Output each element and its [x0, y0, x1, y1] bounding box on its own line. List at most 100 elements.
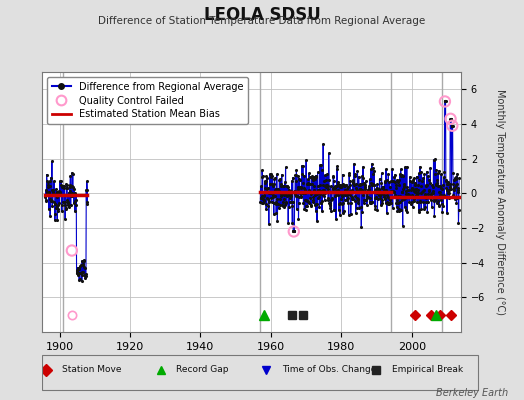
Point	[41, 187, 50, 193]
Point	[370, 187, 379, 194]
Point	[412, 186, 420, 192]
Point	[428, 182, 436, 188]
Point	[258, 174, 267, 180]
Point	[263, 175, 271, 181]
Point	[392, 204, 401, 210]
Point	[77, 262, 85, 268]
Point	[337, 184, 345, 190]
Point	[433, 200, 441, 207]
Point	[371, 195, 379, 201]
Point	[351, 198, 359, 204]
Point	[76, 263, 84, 269]
Point	[418, 194, 427, 200]
Point	[286, 194, 294, 201]
Point	[396, 193, 404, 200]
Point	[259, 196, 267, 202]
Point	[438, 209, 446, 215]
Point	[416, 198, 424, 204]
Point	[50, 200, 59, 207]
Point	[281, 179, 289, 185]
Point	[362, 197, 370, 204]
Point	[263, 195, 271, 202]
Point	[429, 188, 438, 194]
Point	[69, 171, 77, 178]
Point	[325, 202, 334, 208]
Point	[68, 193, 77, 200]
Point	[263, 185, 271, 192]
Point	[351, 192, 359, 199]
Point	[322, 177, 330, 183]
Point	[385, 201, 393, 207]
Point	[359, 200, 368, 206]
Point	[342, 182, 350, 188]
Point	[420, 205, 428, 212]
Point	[362, 178, 370, 184]
Point	[329, 174, 337, 180]
Point	[429, 190, 437, 196]
Point	[380, 179, 389, 186]
Point	[264, 185, 272, 191]
Point	[269, 194, 277, 200]
Point	[370, 203, 379, 209]
Point	[259, 193, 268, 200]
Point	[355, 186, 364, 192]
Point	[397, 206, 406, 213]
Point	[319, 141, 328, 147]
Point	[348, 196, 357, 202]
Point	[441, 98, 449, 105]
Point	[287, 188, 296, 194]
Point	[303, 181, 312, 187]
Point	[297, 184, 305, 190]
Point	[434, 198, 442, 204]
Point	[412, 173, 421, 180]
Point	[361, 182, 369, 188]
Point	[78, 257, 86, 264]
Point	[357, 204, 365, 210]
Point	[346, 211, 355, 218]
Point	[268, 173, 277, 180]
Point	[435, 192, 444, 198]
Point	[394, 200, 402, 206]
Point	[308, 173, 316, 180]
Point	[422, 194, 430, 201]
Point	[299, 200, 308, 206]
Point	[288, 178, 296, 184]
Point	[80, 256, 89, 263]
Point	[372, 195, 380, 201]
Point	[265, 220, 273, 227]
Point	[332, 192, 340, 198]
Point	[375, 191, 383, 198]
Point	[437, 192, 445, 198]
Point	[313, 169, 322, 175]
Point	[272, 201, 281, 208]
Point	[444, 179, 453, 185]
Point	[435, 188, 443, 195]
Point	[423, 181, 431, 188]
Point	[334, 187, 342, 193]
Point	[307, 190, 315, 197]
Point	[63, 198, 72, 205]
Point	[342, 188, 351, 194]
Legend: Difference from Regional Average, Quality Control Failed, Estimated Station Mean: Difference from Regional Average, Qualit…	[47, 77, 248, 124]
Point	[298, 180, 307, 186]
Point	[376, 192, 384, 198]
Point	[425, 188, 433, 194]
Point	[326, 183, 335, 189]
Point	[342, 182, 350, 188]
Point	[361, 186, 369, 192]
Point	[352, 181, 360, 187]
Point	[374, 186, 382, 192]
Point	[280, 201, 289, 208]
Point	[336, 182, 344, 189]
Point	[451, 175, 460, 181]
Point	[453, 187, 462, 194]
Point	[73, 270, 81, 276]
Point	[327, 197, 335, 204]
Point	[423, 190, 432, 197]
Point	[302, 197, 311, 203]
Point	[414, 187, 422, 193]
Point	[445, 190, 454, 196]
Point	[451, 174, 460, 180]
Point	[394, 179, 402, 185]
Point	[385, 199, 393, 206]
